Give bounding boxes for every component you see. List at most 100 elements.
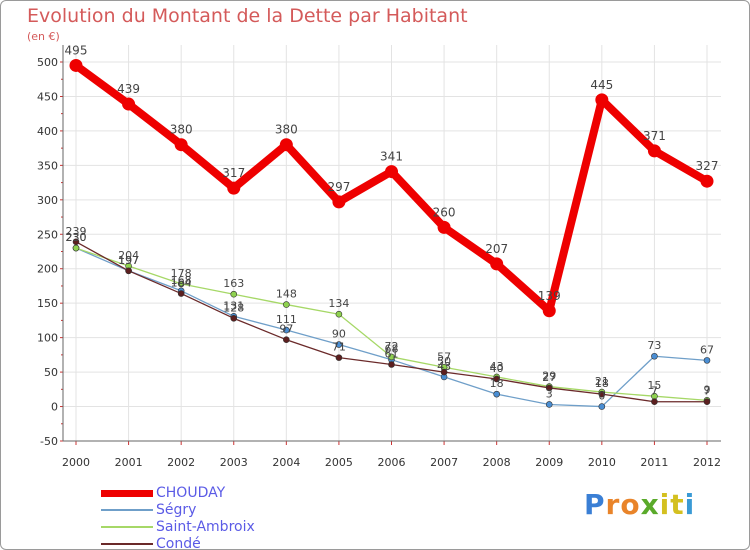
data-label-conde: 7 <box>651 385 658 398</box>
data-label-saint-ambroix: 163 <box>223 277 244 290</box>
data-point-chouday <box>437 220 451 234</box>
y-tick-label: 50 <box>44 366 58 379</box>
data-point-chouday <box>69 58 83 72</box>
x-tick-label: 2001 <box>115 456 143 469</box>
data-label-chouday: 445 <box>590 78 613 92</box>
data-label-saint-ambroix: 204 <box>118 249 139 262</box>
data-label-segry: 68 <box>385 343 399 356</box>
data-point-saint-ambroix <box>72 244 80 252</box>
y-tick-label: 0 <box>51 401 58 414</box>
data-label-saint-ambroix: 72 <box>385 340 399 353</box>
grid <box>63 45 721 442</box>
data-label-segry: 168 <box>171 274 192 287</box>
x-tick-label: 2009 <box>535 456 563 469</box>
data-label-segry: 111 <box>276 313 297 326</box>
data-point-conde <box>177 290 185 297</box>
legend-swatch <box>101 543 153 545</box>
brand-letter: i <box>684 488 696 521</box>
legend-swatch <box>101 489 153 497</box>
data-label-chouday: 495 <box>65 43 88 57</box>
brand-letter: t <box>670 488 685 521</box>
legend-label: Condé <box>156 536 201 550</box>
data-point-segry <box>545 401 553 408</box>
data-point-chouday <box>174 138 188 152</box>
data-point-conde <box>440 368 448 376</box>
y-tick-label: 400 <box>37 125 58 138</box>
brand-letter: x <box>640 488 660 521</box>
x-tick-label: 2006 <box>378 456 406 469</box>
y-tick-label: 100 <box>37 332 58 345</box>
x-tick-label: 2002 <box>167 456 195 469</box>
data-label-conde: 7 <box>704 385 711 398</box>
data-label-chouday: 260 <box>433 205 456 219</box>
data-label-segry: 3 <box>546 387 553 400</box>
data-point-segry <box>651 352 658 360</box>
data-point-conde <box>72 238 80 246</box>
data-label-conde: 61 <box>385 348 399 361</box>
data-label-chouday: 139 <box>538 289 561 303</box>
brand-logo: Proxiti <box>584 488 695 521</box>
x-tick-label: 2010 <box>588 456 616 469</box>
data-label-conde: 40 <box>490 362 504 375</box>
data-point-saint-ambroix <box>283 301 290 308</box>
brand-letter: P <box>584 488 606 521</box>
data-label-segry: 67 <box>700 343 714 356</box>
data-point-chouday <box>385 165 398 179</box>
data-label-chouday: 207 <box>485 242 508 256</box>
data-label-chouday: 297 <box>327 180 350 194</box>
data-label-conde: 164 <box>171 277 192 290</box>
y-tick-label: 200 <box>37 263 58 276</box>
data-label-saint-ambroix: 9 <box>704 383 711 396</box>
data-label-saint-ambroix: 57 <box>437 350 451 363</box>
series-lines <box>69 58 714 410</box>
y-tick-label: 500 <box>37 56 58 69</box>
data-point-conde <box>703 398 711 406</box>
data-point-conde <box>283 336 290 344</box>
x-tick-label: 2011 <box>640 456 668 469</box>
data-label-segry: 90 <box>332 328 346 341</box>
data-point-segry <box>335 341 343 348</box>
y-tick-label: 250 <box>37 228 58 241</box>
data-label-chouday: 439 <box>117 82 140 96</box>
data-point-chouday <box>227 181 241 195</box>
brand-letter: r <box>605 488 621 521</box>
y-tick-label: 300 <box>37 194 58 207</box>
data-label-segry: 73 <box>647 339 661 352</box>
axes <box>60 45 721 445</box>
data-label-segry: 230 <box>66 231 87 244</box>
x-tick-label: 2004 <box>272 456 300 469</box>
data-label-conde: 50 <box>437 355 451 368</box>
data-label-conde: 27 <box>542 371 556 384</box>
data-label-chouday: 317 <box>222 166 245 180</box>
chart-unit: (en €) <box>27 30 60 43</box>
data-label-chouday: 371 <box>643 129 666 143</box>
data-point-conde <box>335 354 343 361</box>
data-point-chouday <box>595 93 609 107</box>
data-label-conde: 18 <box>595 377 609 390</box>
data-label-segry: 18 <box>490 377 504 390</box>
x-tick-label: 2003 <box>220 456 248 469</box>
data-point-chouday <box>332 195 346 209</box>
legend-label: Ségry <box>156 502 197 518</box>
data-point-saint-ambroix <box>230 290 238 298</box>
data-label-conde: 239 <box>66 225 87 238</box>
legend-swatch <box>101 526 153 528</box>
data-point-conde <box>651 398 658 406</box>
data-label-chouday: 341 <box>380 150 403 164</box>
data-point-conde <box>388 361 395 368</box>
data-point-conde <box>493 375 500 383</box>
y-tick-label: -50 <box>40 435 58 448</box>
data-label-conde: 71 <box>332 341 346 354</box>
chart-title: Evolution du Montant de la Dette par Hab… <box>27 5 468 27</box>
data-label-saint-ambroix: 230 <box>66 231 87 244</box>
data-point-segry <box>493 390 500 398</box>
data-point-chouday <box>647 144 661 158</box>
legend-label: Saint-Ambroix <box>156 519 255 535</box>
data-point-conde <box>125 267 132 275</box>
data-point-segry <box>703 357 711 364</box>
data-label-conde: 197 <box>118 254 139 267</box>
data-label-conde: 97 <box>279 323 293 336</box>
